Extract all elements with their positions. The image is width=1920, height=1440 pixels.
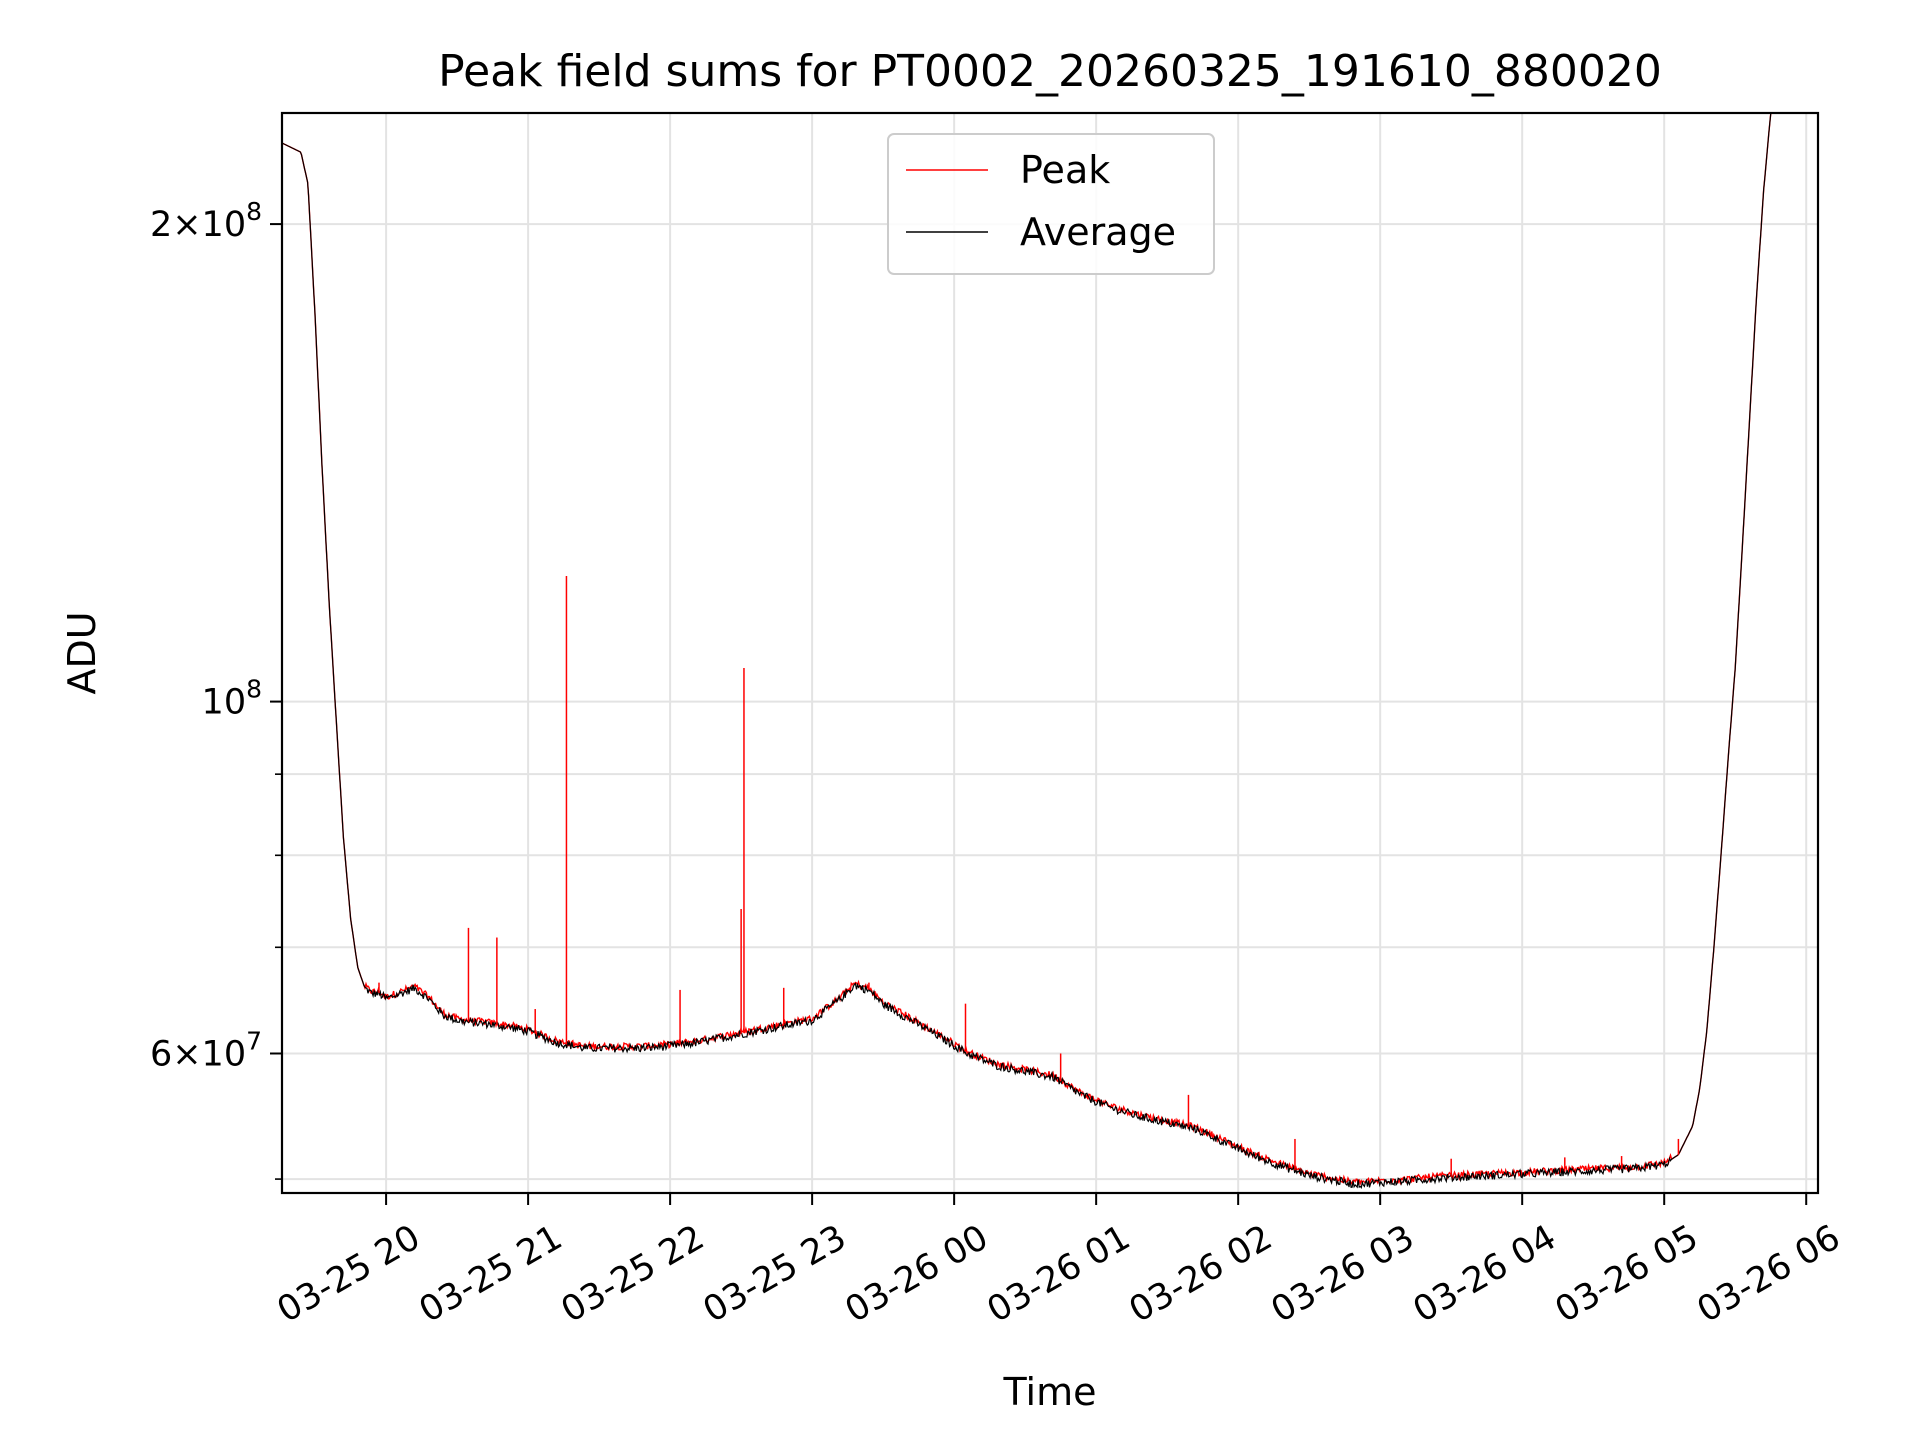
y-tick-exponent: 7	[246, 1026, 262, 1055]
y-tick-exponent: 8	[246, 197, 262, 226]
y-tick-mantissa: 6	[150, 1034, 172, 1074]
x-axis-label: Time	[1003, 1370, 1097, 1414]
plot-frame	[280, 111, 1820, 1195]
legend-label-average: Average	[1020, 210, 1176, 254]
y-tick-label: 6×107	[150, 1026, 262, 1074]
y-tick-label: 108	[202, 675, 262, 723]
y-tick-base: ×10	[172, 205, 246, 245]
y-tick-base: ×10	[172, 1034, 246, 1074]
plot-series	[282, 113, 1772, 1189]
y-tick-label: 2×108	[150, 197, 262, 245]
y-tick-mantissa: 2	[150, 205, 172, 245]
y-tick-base: 10	[202, 683, 247, 723]
y-tick-exponent: 8	[246, 675, 262, 704]
series-line-average	[282, 113, 1772, 1189]
legend: Peak Average	[887, 133, 1215, 275]
legend-box	[887, 133, 1215, 275]
chart-title: Peak field sums for PT0002_20260325_1916…	[438, 46, 1662, 97]
series-group	[282, 113, 1772, 1189]
legend-label-peak: Peak	[1020, 148, 1110, 192]
y-axis-label: ADU	[60, 611, 104, 694]
